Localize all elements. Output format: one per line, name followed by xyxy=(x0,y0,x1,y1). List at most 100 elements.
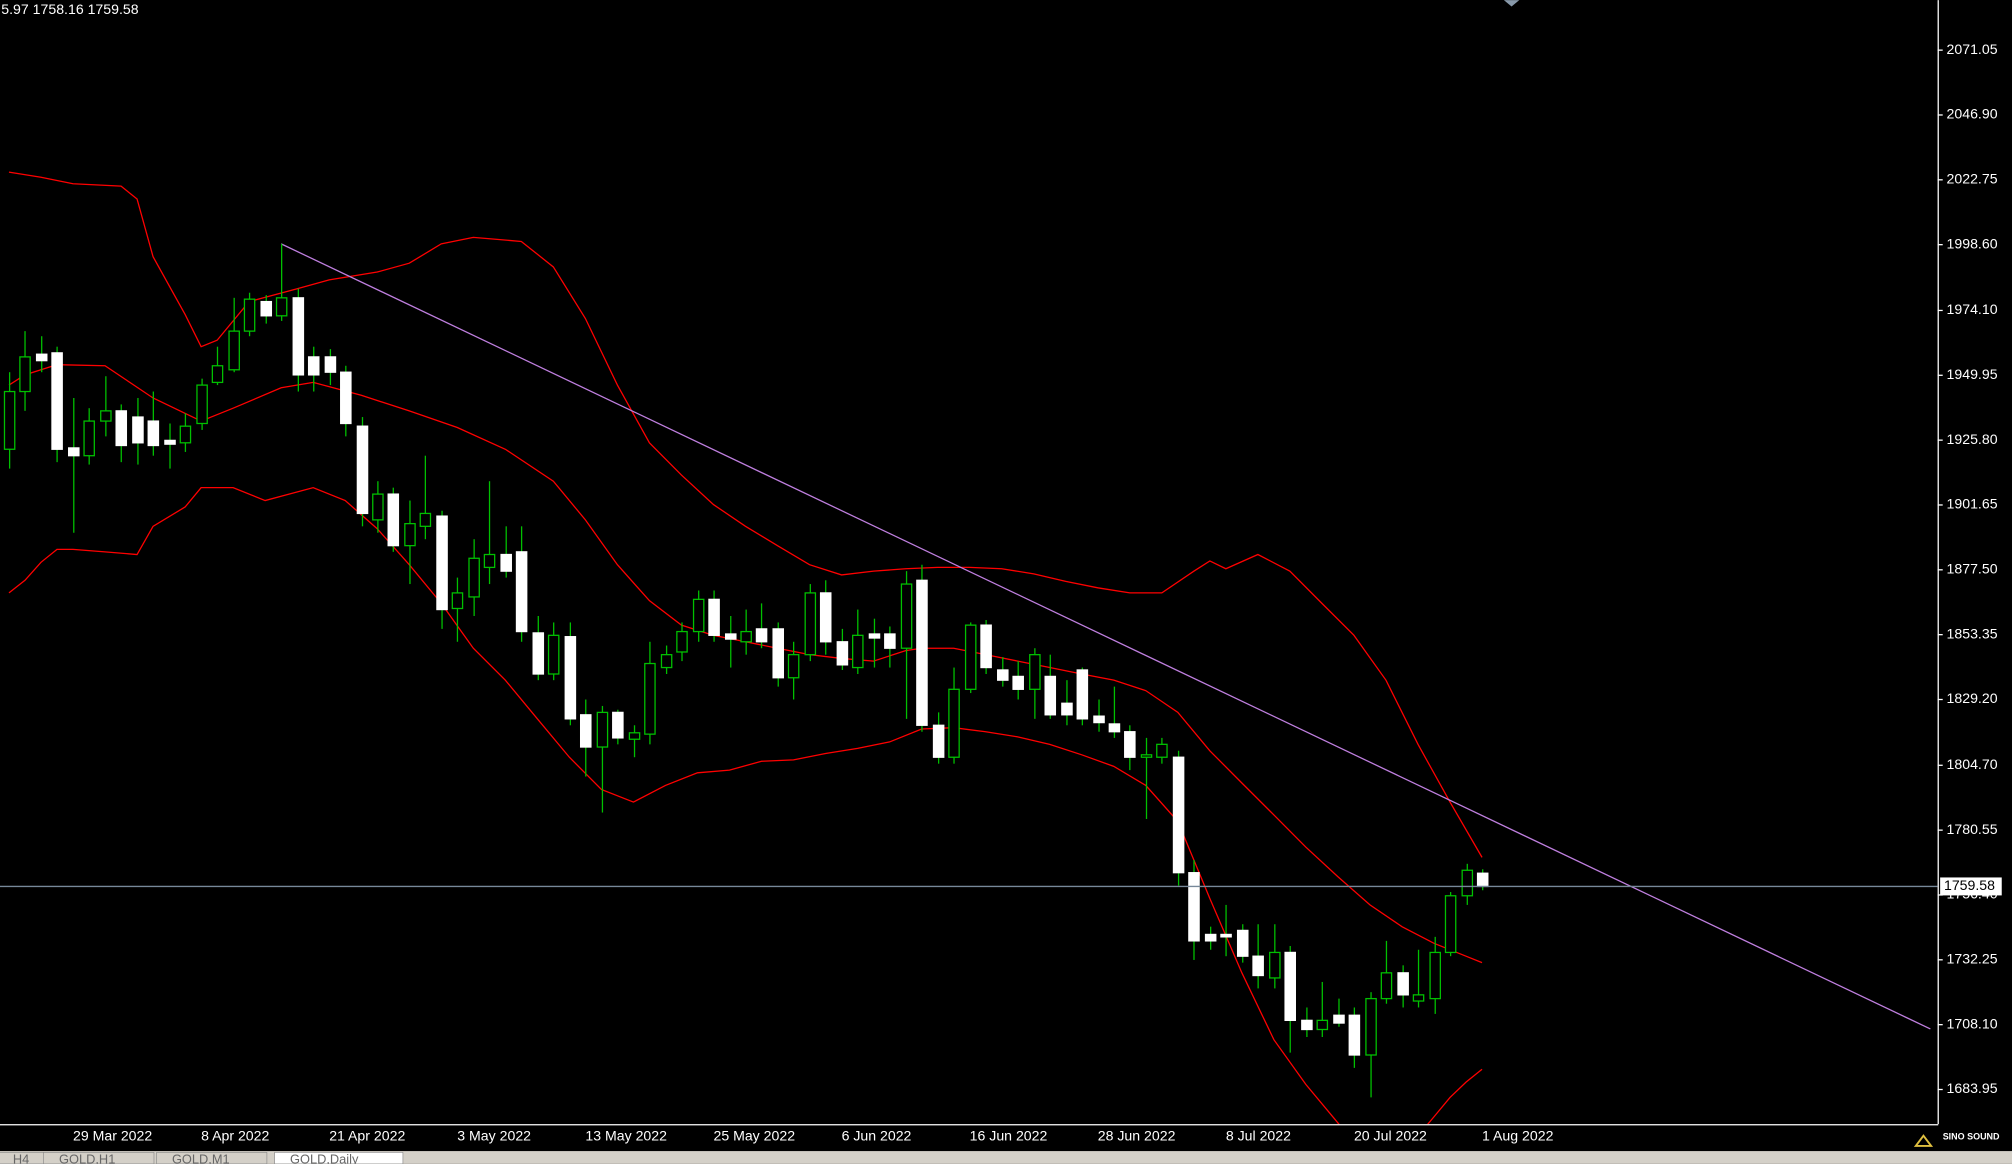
x-tick-label: 25 May 2022 xyxy=(713,1128,795,1144)
x-tick-label: 20 Jul 2022 xyxy=(1354,1128,1427,1144)
candle-body xyxy=(932,724,945,758)
y-tick-label: 2071.05 xyxy=(1947,41,1998,57)
candle-body xyxy=(1397,972,1409,996)
logo-icon xyxy=(1913,1134,1934,1147)
candle-body xyxy=(1076,669,1089,720)
candle-body xyxy=(1140,754,1153,758)
y-tick-label: 1853.35 xyxy=(1947,625,1998,641)
candle-body xyxy=(692,598,705,633)
tabs: H4 GOLD,H1 GOLD,M1 GOLD,Daily xyxy=(0,1151,404,1164)
tab-label[interactable]: GOLD,H1 xyxy=(59,1151,115,1164)
y-tick-label: 2022.75 xyxy=(1947,171,1998,187)
tab-bar xyxy=(0,1151,2012,1164)
y-tick-label: 1925.80 xyxy=(1947,431,1998,447)
tab-label[interactable]: GOLD,Daily xyxy=(290,1151,359,1164)
candle-body xyxy=(1029,654,1041,690)
candle-body xyxy=(324,356,337,373)
candle-body xyxy=(1093,715,1105,724)
candle-body xyxy=(980,624,992,669)
y-tick-label: 1829.20 xyxy=(1947,690,1998,706)
candle-body xyxy=(1476,872,1489,888)
candle-body xyxy=(1188,872,1200,942)
candle-body xyxy=(868,633,881,639)
candle-body xyxy=(515,551,528,633)
y-tick-label: 1974.10 xyxy=(1947,301,1998,317)
trend-line xyxy=(280,243,1931,1030)
candle-body xyxy=(1333,1014,1345,1024)
candle-body xyxy=(948,688,960,758)
scroll-marker xyxy=(1503,0,1520,7)
candle-body xyxy=(1365,997,1377,1056)
candle-body xyxy=(676,630,688,653)
candle-body xyxy=(468,557,480,598)
candle-body xyxy=(1348,1014,1361,1056)
candle-body xyxy=(916,579,928,726)
tab-label[interactable]: GOLD,M1 xyxy=(172,1151,230,1164)
candle-body xyxy=(483,553,496,569)
x-tick-label: 1 Aug 2022 xyxy=(1482,1128,1554,1144)
candle-body xyxy=(387,493,400,547)
candle-body xyxy=(708,598,720,636)
candle-body xyxy=(964,624,977,690)
x-tick-label: 8 Jul 2022 xyxy=(1226,1128,1291,1144)
plot-area xyxy=(3,171,1931,1125)
candle-body xyxy=(1108,723,1121,733)
candle-body xyxy=(83,420,95,457)
candle-body xyxy=(740,630,752,643)
candle-body xyxy=(115,410,128,447)
candle-body xyxy=(1316,1019,1329,1031)
candle-body xyxy=(179,425,192,444)
candle-body xyxy=(1156,743,1168,758)
candle-body xyxy=(724,633,737,640)
candle-body xyxy=(19,356,31,393)
candle-body xyxy=(500,553,512,572)
x-tick-label: 16 Jun 2022 xyxy=(970,1128,1048,1144)
candle-body xyxy=(660,654,673,669)
candle-body xyxy=(1204,933,1217,942)
candle-body xyxy=(596,711,609,748)
price-tag-label: 1759.58 xyxy=(1944,877,1995,893)
x-tick-label: 8 Apr 2022 xyxy=(201,1128,269,1144)
candle-body xyxy=(307,356,320,376)
candle-body xyxy=(419,512,432,527)
candle-body xyxy=(260,300,273,317)
x-tick-label: 21 Apr 2022 xyxy=(329,1128,405,1144)
candle-body xyxy=(1124,731,1136,758)
y-tick-label: 1732.25 xyxy=(1947,951,1998,967)
price-tag xyxy=(1940,877,2002,896)
candle-body xyxy=(147,420,160,447)
candle-body xyxy=(196,384,208,425)
x-tick-label: 13 May 2022 xyxy=(585,1128,667,1144)
y-tick-label: 1949.95 xyxy=(1947,366,1998,382)
candle-body xyxy=(532,632,545,675)
candle-body xyxy=(275,297,288,317)
y-tick-label: 1780.55 xyxy=(1947,821,1998,837)
y-tick-label: 1877.50 xyxy=(1947,561,1998,577)
candle-body xyxy=(292,297,305,376)
y-tick-label: 1683.95 xyxy=(1947,1080,1998,1096)
tab-label[interactable]: H4 xyxy=(13,1151,29,1164)
candle-body xyxy=(997,669,1009,681)
candle-body xyxy=(68,447,80,457)
band-line xyxy=(8,364,1483,964)
x-tick-label: 28 Jun 2022 xyxy=(1098,1128,1176,1144)
band-line xyxy=(8,486,1483,1125)
band-line xyxy=(8,171,1483,858)
candle-body xyxy=(787,654,800,679)
candle-body xyxy=(1236,929,1249,957)
candle-body xyxy=(164,439,176,445)
candle-body xyxy=(1220,933,1232,938)
candle-body xyxy=(1429,951,1441,1000)
candle-body xyxy=(579,714,592,748)
candle-body xyxy=(372,493,384,521)
candle-body xyxy=(1284,951,1296,1022)
candle-body xyxy=(436,515,448,611)
candle-body xyxy=(836,641,849,666)
candle-body xyxy=(547,634,560,675)
candle-body xyxy=(1044,675,1057,716)
x-tick-label: 6 Jun 2022 xyxy=(842,1128,912,1144)
candle-body xyxy=(1444,895,1457,954)
candle-body xyxy=(564,636,577,720)
